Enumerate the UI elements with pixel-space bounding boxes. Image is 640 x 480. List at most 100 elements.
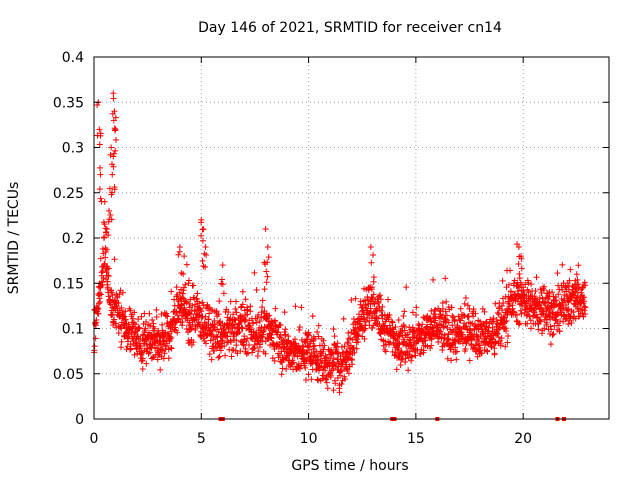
- data-point: [518, 255, 525, 262]
- data-point: [345, 329, 352, 336]
- data-point: [198, 232, 205, 239]
- data-point: [290, 359, 297, 366]
- data-point: [201, 250, 208, 257]
- data-point: [370, 252, 377, 259]
- data-point: [106, 185, 113, 192]
- data-point: [532, 287, 539, 294]
- data-point: [491, 345, 498, 352]
- data-point: [322, 367, 329, 374]
- data-point: [543, 306, 550, 313]
- data-point: [490, 318, 497, 325]
- y-tick-label: 0.3: [62, 141, 84, 157]
- data-point: [111, 256, 118, 263]
- data-point: [205, 316, 212, 323]
- data-point: [141, 310, 148, 317]
- data-point: [240, 342, 247, 349]
- data-point: [227, 298, 234, 305]
- data-point: [401, 308, 408, 315]
- x-axis-ticks: 0 5 10 15 20: [90, 57, 532, 447]
- data-point: [264, 259, 271, 266]
- data-point: [111, 150, 118, 157]
- data-point: [462, 294, 469, 301]
- data-point: [386, 339, 393, 346]
- data-point: [173, 293, 180, 300]
- data-point: [331, 333, 338, 340]
- data-point: [527, 317, 534, 324]
- data-point: [470, 334, 477, 341]
- data-point: [232, 298, 239, 305]
- data-point: [180, 295, 187, 302]
- data-point: [119, 289, 126, 296]
- data-point: [296, 324, 303, 331]
- data-point: [330, 387, 337, 394]
- data-point: [305, 371, 312, 378]
- data-point: [545, 299, 552, 306]
- data-point: [243, 350, 250, 357]
- data-point: [185, 277, 192, 284]
- data-point: [216, 298, 223, 305]
- data-point: [260, 328, 267, 335]
- data-point: [186, 319, 193, 326]
- data-point: [269, 320, 276, 327]
- data-point: [200, 335, 207, 342]
- data-point: [292, 303, 299, 310]
- data-point: [168, 344, 175, 351]
- data-point: [253, 319, 260, 326]
- data-point: [488, 335, 495, 342]
- data-point: [306, 344, 313, 351]
- data-point: [227, 338, 234, 345]
- data-point: [314, 328, 321, 335]
- data-point: [96, 290, 103, 297]
- data-point: [116, 291, 123, 298]
- data-point: [439, 300, 446, 307]
- data-point: [219, 281, 226, 288]
- data-point: [357, 323, 364, 330]
- data-point: [580, 294, 587, 301]
- data-point: [375, 299, 382, 306]
- data-point: [183, 261, 190, 268]
- y-axis-label: SRMTID / TECUs: [6, 182, 22, 295]
- data-point: [354, 336, 361, 343]
- data-point: [122, 316, 129, 323]
- data-point: [107, 301, 114, 308]
- data-point: [213, 308, 220, 315]
- data-point: [333, 343, 340, 350]
- data-point: [537, 318, 544, 325]
- data-point: [440, 324, 447, 331]
- data-point: [518, 310, 525, 317]
- data-point: [102, 225, 109, 232]
- data-point: [230, 311, 237, 318]
- data-point: [206, 351, 213, 358]
- data-point: [196, 311, 203, 318]
- data-point: [315, 333, 322, 340]
- data-point: [272, 317, 279, 324]
- data-point: [96, 126, 103, 133]
- data-point: [534, 313, 541, 320]
- data-point: [543, 316, 550, 323]
- data-point: [99, 246, 106, 253]
- data-point: [284, 352, 291, 359]
- data-point: [197, 306, 204, 313]
- data-point: [131, 351, 138, 358]
- data-point: [111, 316, 118, 323]
- data-point: [247, 324, 254, 331]
- data-point: [323, 379, 330, 386]
- data-point: [472, 310, 479, 317]
- data-point: [509, 305, 516, 312]
- data-point: [470, 306, 477, 313]
- data-point: [109, 189, 116, 196]
- data-point: [409, 353, 416, 360]
- data-point: [498, 335, 505, 342]
- data-point: [406, 336, 413, 343]
- data-point: [141, 347, 148, 354]
- data-point: [351, 349, 358, 356]
- data-point: [393, 366, 400, 373]
- data-point: [202, 313, 209, 320]
- data-point: [189, 302, 196, 309]
- data-point: [523, 304, 530, 311]
- data-point: [127, 345, 134, 352]
- data-point: [163, 310, 170, 317]
- data-point: [303, 376, 310, 383]
- y-tick-label: 0.1: [62, 322, 84, 338]
